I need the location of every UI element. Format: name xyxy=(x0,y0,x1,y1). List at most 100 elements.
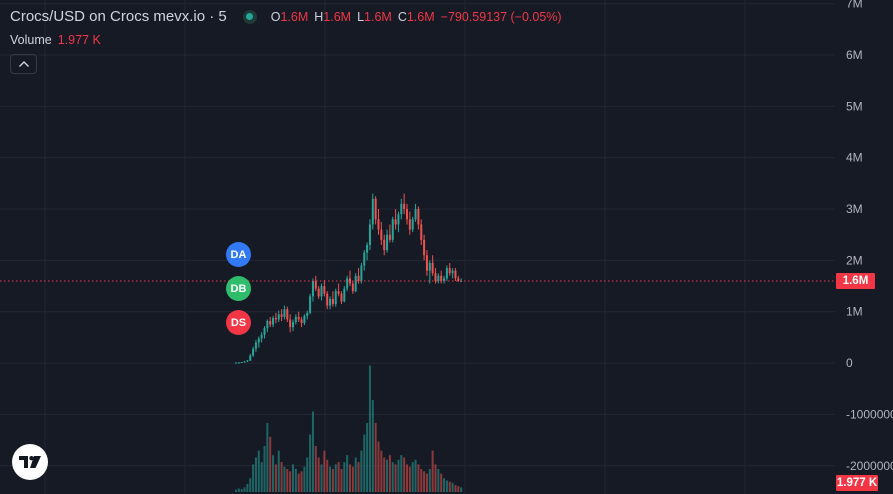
marker-da[interactable]: DA xyxy=(226,242,251,267)
candle-body xyxy=(343,288,346,302)
volume-bar xyxy=(448,481,451,492)
ohlc-open-value: 1.6M xyxy=(280,9,309,24)
volume-bar xyxy=(289,471,292,492)
candle-body xyxy=(383,239,386,251)
candle-body xyxy=(403,203,406,210)
volume-bar xyxy=(445,480,448,492)
marker-ds[interactable]: DS xyxy=(226,310,251,335)
candle-body xyxy=(451,270,454,274)
volume-bar xyxy=(366,423,369,492)
volume-bar xyxy=(371,400,374,492)
volume-bar xyxy=(406,464,408,492)
volume-bar xyxy=(417,464,420,492)
volume-bar xyxy=(460,487,463,492)
candle-body xyxy=(366,245,369,253)
volume-bar xyxy=(237,488,240,492)
volume-bar xyxy=(443,478,446,492)
volume-bar xyxy=(397,459,400,492)
candle-body xyxy=(443,278,446,281)
candle-body xyxy=(337,291,340,294)
candle-body xyxy=(280,314,283,317)
candle-body xyxy=(257,338,260,343)
candle-body xyxy=(235,362,237,364)
market-status-icon[interactable] xyxy=(242,9,257,24)
volume-bar xyxy=(274,464,277,492)
candle-body xyxy=(411,219,414,230)
candle-body xyxy=(397,214,400,225)
volume-bar xyxy=(269,436,272,492)
volume-bar xyxy=(374,423,377,492)
volume-bar xyxy=(343,462,346,492)
volume-bar xyxy=(349,464,351,492)
volume-bar xyxy=(437,469,440,492)
candle-body xyxy=(323,286,326,294)
candle-body xyxy=(266,320,269,329)
candle-body xyxy=(377,219,380,230)
volume-bar xyxy=(292,464,294,492)
candle-body xyxy=(380,229,383,240)
marker-db[interactable]: DB xyxy=(226,276,251,301)
y-tick-label: 4M xyxy=(846,151,863,165)
y-tick-label: 6M xyxy=(846,48,863,62)
volume-bar xyxy=(388,455,391,492)
volume-bar xyxy=(260,462,263,492)
volume-label: Volume xyxy=(10,33,52,47)
volume-bar xyxy=(434,464,437,492)
volume-legend[interactable]: Volume 1.977 K xyxy=(10,33,101,47)
chevron-up-icon xyxy=(18,61,29,67)
y-tick-label: -2000000 xyxy=(846,459,893,473)
volume-bar xyxy=(303,466,306,492)
y-tick-label: -1000000 xyxy=(846,407,893,421)
candle-body xyxy=(263,328,266,335)
candle-body xyxy=(334,291,337,305)
candle-body xyxy=(346,278,349,289)
volume-bar xyxy=(360,450,363,492)
ohlc-close-value: 1.6M xyxy=(406,9,435,24)
candle-body xyxy=(240,362,243,364)
candle-body xyxy=(340,293,343,302)
candle-body xyxy=(260,334,263,339)
volume-bar xyxy=(280,462,283,492)
candle-body xyxy=(292,322,294,328)
candle-body xyxy=(408,219,411,230)
candle-body xyxy=(428,262,431,271)
volume-bar xyxy=(297,473,300,492)
volume-bar xyxy=(326,459,329,492)
volume-bar xyxy=(320,464,323,492)
tradingview-logo[interactable] xyxy=(12,444,48,480)
volume-bar xyxy=(386,459,389,492)
volume-bar xyxy=(451,482,454,492)
candle-body xyxy=(457,278,460,281)
candle-body xyxy=(454,270,457,279)
candle-body xyxy=(269,320,272,325)
collapse-legend-button[interactable] xyxy=(10,54,37,74)
volume-value: 1.977 K xyxy=(57,33,101,47)
candle-body xyxy=(314,280,317,289)
candle-body xyxy=(420,224,423,240)
y-tick-label: 3M xyxy=(846,202,863,216)
volume-bar xyxy=(354,457,357,492)
symbol-title[interactable]: Crocs/USD on Crocs mevx.io · 5 xyxy=(10,8,227,25)
price-change: −790.59137 (−0.05%) xyxy=(440,9,562,24)
volume-bar xyxy=(346,455,349,492)
volume-bar xyxy=(440,473,443,492)
volume-bar xyxy=(331,469,334,492)
candle-body xyxy=(371,198,374,225)
candle-body xyxy=(431,262,434,274)
volume-bar xyxy=(277,450,280,492)
chart-legend: Crocs/USD on Crocs mevx.io · 5 O1.6M H1.… xyxy=(10,8,562,25)
candle-body xyxy=(434,273,437,281)
volume-bar xyxy=(408,466,411,492)
y-tick-label: 2M xyxy=(846,253,863,267)
y-tick-label: 5M xyxy=(846,99,863,113)
volume-bar xyxy=(294,469,297,492)
marker-db-label: DB xyxy=(230,282,247,295)
volume-bar xyxy=(314,446,317,492)
candle-body xyxy=(329,298,332,306)
candle-body xyxy=(354,275,357,292)
candle-body xyxy=(306,312,309,316)
candle-body xyxy=(351,283,354,292)
volume-bar xyxy=(363,434,366,492)
volume-bar xyxy=(383,457,386,492)
